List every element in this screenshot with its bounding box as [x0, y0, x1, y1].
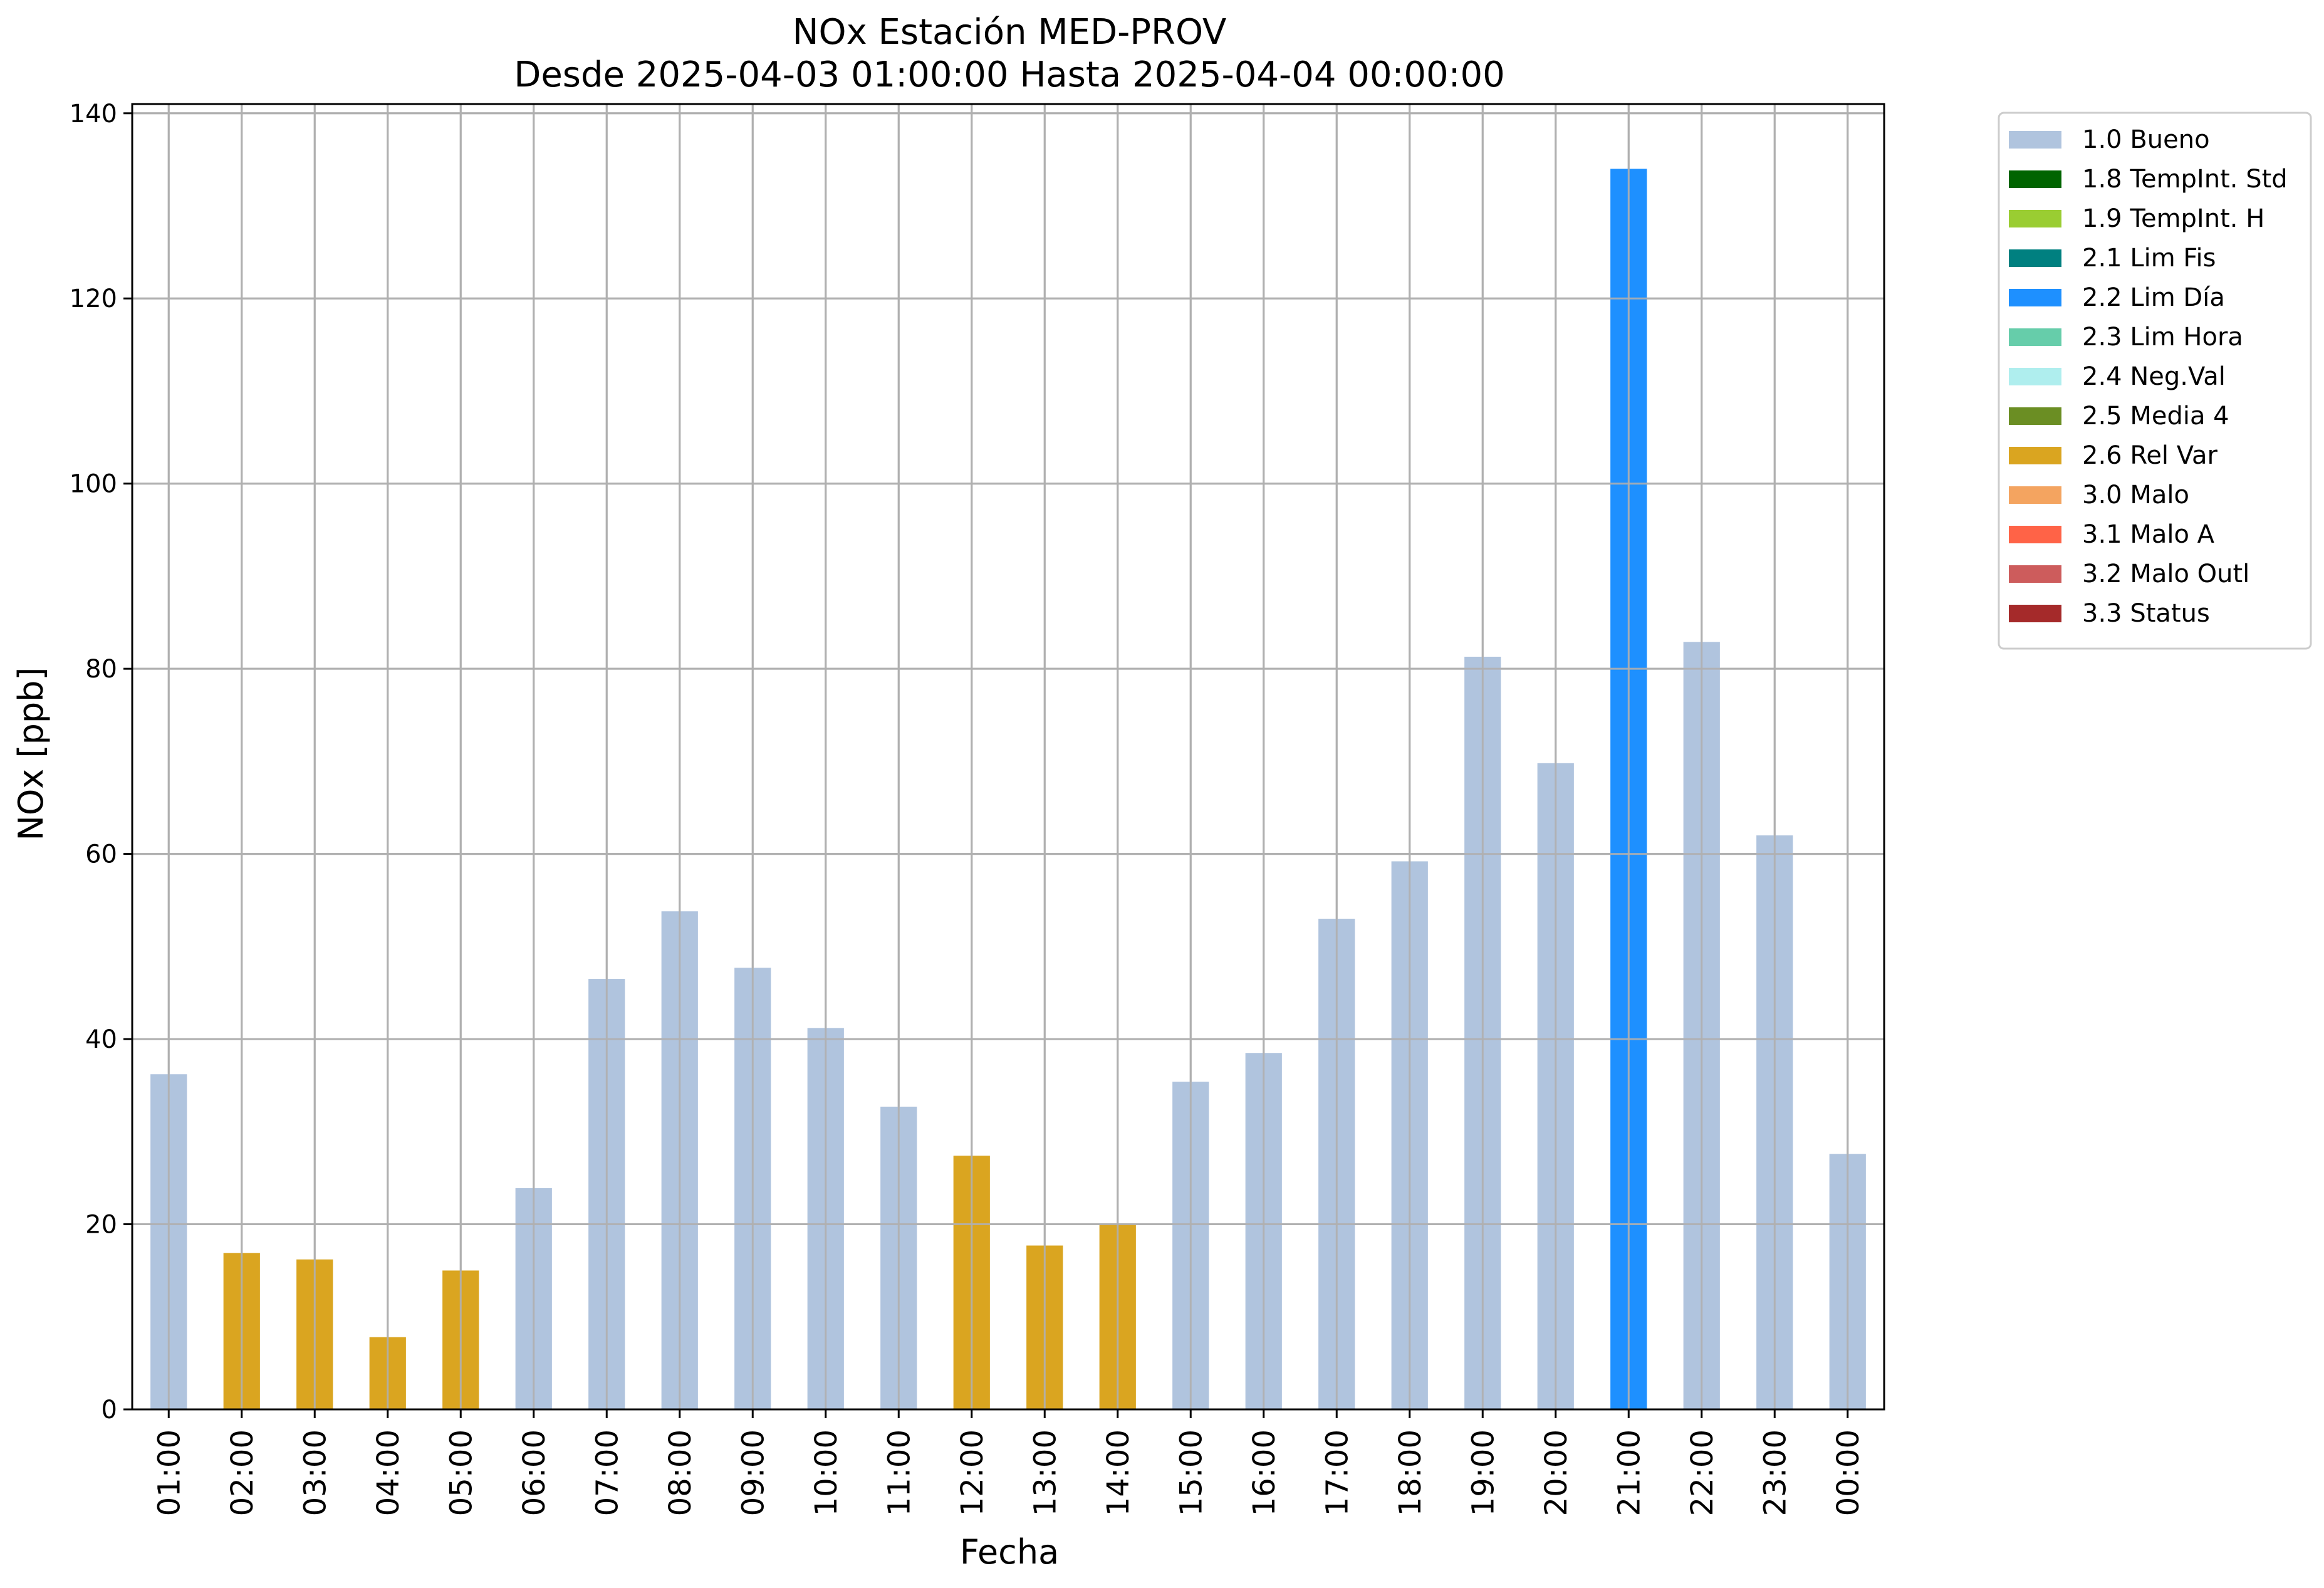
legend-swatch	[2009, 407, 2061, 425]
legend-swatch	[2009, 565, 2061, 583]
legend-label: 2.2 Lim Día	[2082, 283, 2225, 312]
y-tick-label: 20	[85, 1211, 117, 1240]
legend-label: 1.0 Bueno	[2082, 125, 2210, 154]
y-tick-label: 120	[70, 285, 117, 313]
x-tick-label: 04:00	[371, 1429, 406, 1516]
legend-swatch	[2009, 447, 2061, 464]
bars	[132, 104, 1884, 1411]
legend-label: 2.5 Media 4	[2082, 402, 2229, 431]
x-tick-label: 15:00	[1174, 1429, 1209, 1516]
x-tick-label: 12:00	[955, 1429, 990, 1516]
legend-swatch	[2009, 131, 2061, 149]
y-axis-label: NOx [ppb]	[11, 667, 51, 841]
x-tick-label: 16:00	[1247, 1429, 1282, 1516]
legend-swatch	[2009, 486, 2061, 504]
legend-swatch	[2009, 526, 2061, 543]
x-tick-label: 06:00	[517, 1429, 552, 1516]
x-tick-label: 08:00	[663, 1429, 698, 1516]
y-tick-label: 40	[85, 1025, 117, 1054]
legend-label: 1.8 TempInt. Std	[2082, 165, 2288, 194]
x-tick-label: 18:00	[1393, 1429, 1428, 1516]
legend-label: 2.3 Lim Hora	[2082, 323, 2243, 352]
legend-swatch	[2009, 289, 2061, 306]
legend-swatch	[2009, 170, 2061, 188]
legend-label: 2.1 Lim Fis	[2082, 244, 2216, 273]
legend-swatch	[2009, 328, 2061, 346]
x-tick-label: 13:00	[1028, 1429, 1063, 1516]
x-tick-label: 23:00	[1758, 1429, 1793, 1516]
plot-frame	[131, 103, 1885, 1411]
legend-label: 3.2 Malo Outl	[2082, 560, 2249, 588]
x-tick-label: 09:00	[736, 1429, 771, 1516]
x-tick-label: 10:00	[809, 1429, 844, 1516]
x-tick-label: 01:00	[152, 1429, 187, 1516]
y-tick-label: 0	[102, 1396, 117, 1424]
x-tick-label: 02:00	[225, 1429, 260, 1516]
x-axis-ticks: 01:00 02:00 03:00 04:00 05:00 06:00 07:00 08:00…	[152, 1409, 1866, 1516]
x-tick-label: 05:00	[444, 1429, 479, 1516]
legend-label: 1.9 TempInt. H	[2082, 204, 2264, 233]
x-tick-label: 21:00	[1612, 1429, 1647, 1516]
legend: 1.0 Bueno 1.8 TempInt. Std 1.9 TempInt. H 2…	[1998, 112, 2312, 650]
x-axis-label: Fecha	[960, 1532, 1059, 1572]
legend-label: 3.0 Malo	[2082, 481, 2189, 509]
legend-label: 3.1 Malo A	[2082, 520, 2215, 549]
y-tick-label: 100	[70, 470, 117, 499]
y-tick-label: 80	[85, 655, 117, 684]
x-tick-label: 22:00	[1685, 1429, 1720, 1516]
legend-swatch	[2009, 605, 2061, 622]
chart-title: NOx Estación MED-PROV	[793, 12, 1227, 53]
legend-swatch	[2009, 210, 2061, 227]
chart-subtitle: Desde 2025-04-03 01:00:00 Hasta 2025-04-…	[514, 55, 1505, 95]
x-tick-label: 20:00	[1539, 1429, 1574, 1516]
legend-swatch	[2009, 368, 2061, 385]
x-tick-label: 17:00	[1320, 1429, 1355, 1516]
y-axis-ticks: 0 20 40 60 80 100 120 140	[70, 100, 132, 1424]
x-tick-label: 19:00	[1466, 1429, 1501, 1516]
legend-box	[1998, 112, 2312, 650]
legend-swatch	[2009, 249, 2061, 267]
legend-label: 2.4 Neg.Val	[2082, 362, 2226, 391]
y-tick-label: 140	[70, 100, 117, 128]
y-tick-label: 60	[85, 840, 117, 869]
x-tick-label: 07:00	[590, 1429, 625, 1516]
x-tick-label: 11:00	[882, 1429, 917, 1516]
x-tick-label: 14:00	[1101, 1429, 1136, 1516]
legend-label: 3.3 Status	[2082, 599, 2210, 628]
legend-label: 2.6 Rel Var	[2082, 441, 2218, 470]
x-tick-label: 00:00	[1831, 1429, 1866, 1516]
x-tick-label: 03:00	[298, 1429, 333, 1516]
